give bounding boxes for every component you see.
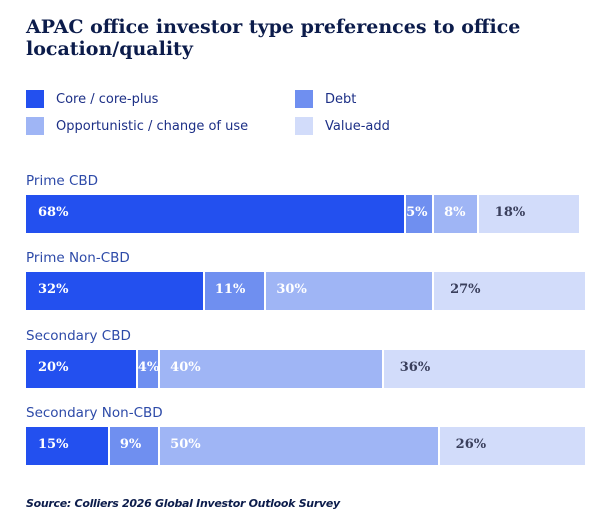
data-label: 50% (170, 437, 201, 452)
data-label: 11% (214, 282, 246, 297)
data-label: 36% (399, 360, 431, 375)
data-label: 40% (170, 360, 201, 375)
data-label: 5% (406, 205, 428, 220)
data-label: 9% (119, 437, 142, 452)
legend-swatch-value-add (295, 117, 313, 135)
data-label: 30% (276, 282, 307, 297)
data-label: 32% (38, 282, 69, 297)
data-label: 18% (494, 205, 526, 220)
legend-label-value-add: Value-add (325, 118, 390, 134)
legend-label-debt: Debt (325, 91, 357, 107)
legend-swatch-debt (295, 90, 313, 108)
chart-title: APAC office investor type preferences to… (26, 16, 521, 60)
data-label: 68% (38, 205, 69, 220)
bar-segment-secondary-non-cbd-debt: 9% (109, 427, 161, 465)
source-note: Source: Colliers 2026 Global Investor Ou… (26, 497, 340, 510)
bar-segment-secondary-cbd-opportunistic-change-of-use: 40% (160, 350, 384, 388)
legend-item-core: Core / core-plus (26, 90, 158, 108)
bar-segment-secondary-non-cbd-opportunistic-change-of-use: 50% (160, 427, 440, 465)
bar-segment-prime-non-cbd-opportunistic-change-of-use: 30% (266, 272, 435, 310)
data-label: 27% (450, 282, 481, 297)
legend-swatch-core (26, 90, 44, 108)
legend-item-opportunistic: Opportunistic / change of use (26, 117, 248, 135)
legend-swatch-opportunistic (26, 117, 44, 135)
bar-segment-prime-cbd-opportunistic-change-of-use: 8% (434, 195, 479, 233)
group-label-prime-cbd: Prime CBD (26, 173, 99, 189)
legend-item-debt: Debt (295, 90, 356, 108)
data-label: 15% (38, 437, 69, 452)
bar-segment-secondary-non-cbd-core-core-plus: 15% (26, 427, 110, 465)
bar-segment-secondary-cbd-debt: 4% (137, 350, 161, 388)
data-label: 8% (444, 205, 466, 220)
bar-segment-prime-non-cbd-value-add: 27% (434, 272, 585, 310)
data-label: 20% (38, 360, 69, 375)
bar-segment-prime-non-cbd-core-core-plus: 32% (26, 272, 205, 310)
bar-segment-secondary-cbd-value-add: 36% (383, 350, 585, 388)
data-label: 26% (455, 437, 487, 452)
bar-segment-prime-cbd-value-add: 18% (478, 195, 580, 233)
legend-label-opportunistic: Opportunistic / change of use (56, 118, 249, 134)
data-label: 4% (137, 360, 160, 375)
bar-segment-prime-cbd-core-core-plus: 68% (26, 195, 407, 233)
legend-item-value-add: Value-add (295, 117, 390, 135)
legend-label-core: Core / core-plus (56, 91, 159, 107)
bar-segment-prime-non-cbd-debt: 11% (204, 272, 267, 310)
group-label-secondary-non-cbd: Secondary Non-CBD (26, 405, 163, 421)
bar-segment-secondary-cbd-core-core-plus: 20% (26, 350, 138, 388)
bar-segment-secondary-non-cbd-value-add: 26% (439, 427, 585, 465)
group-label-secondary-cbd: Secondary CBD (26, 328, 131, 344)
bar-segment-prime-cbd-debt: 5% (406, 195, 435, 233)
group-label-prime-non-cbd: Prime Non-CBD (26, 250, 130, 266)
